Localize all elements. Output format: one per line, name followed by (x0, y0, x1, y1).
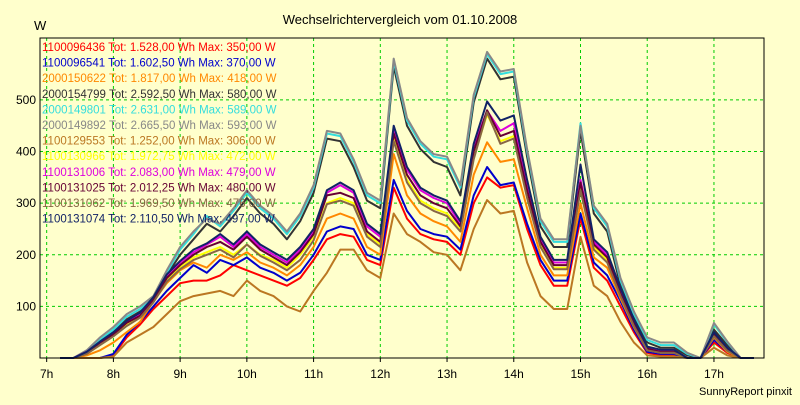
legend-entry-1100131074: 1100131074 Tot: 2.110,50 Wh Max: 497,00 … (42, 214, 275, 226)
legend: 1100096436 Tot: 1.528,00 Wh Max: 350,00 … (42, 42, 277, 226)
legend-entry-1100096436: 1100096436 Tot: 1.528,00 Wh Max: 350,00 … (42, 42, 276, 54)
series-line-2000149892 (60, 50, 754, 359)
x-tick-label: 16h (637, 367, 657, 381)
x-tick-label: 17h (704, 367, 724, 381)
x-tick-label: 7h (40, 367, 53, 381)
y-tick-label: 100 (16, 299, 36, 313)
y-tick-label: 400 (16, 145, 36, 159)
legend-entry-1100131006: 1100131006 Tot: 2.083,00 Wh Max: 479,00 … (42, 167, 276, 179)
series-line-1100131074 (60, 100, 754, 359)
series-line-2000154799 (60, 57, 754, 359)
series-line-1100129553 (60, 199, 754, 359)
y-tick-label: 300 (16, 196, 36, 210)
x-tick-label: 8h (107, 367, 120, 381)
x-tick-label: 10h (237, 367, 257, 381)
x-tick-label: 14h (504, 367, 524, 381)
legend-entry-2000149892: 2000149892 Tot: 2.665,50 Wh Max: 593,00 … (42, 120, 277, 132)
y-axis-label: W (34, 18, 47, 33)
legend-entry-2000150622: 2000150622 Tot: 1.817,00 Wh Max: 418,00 … (42, 73, 277, 85)
series-line-2000149801 (60, 53, 754, 359)
legend-entry-1100131025: 1100131025 Tot: 2.012,25 Wh Max: 480,00 … (42, 182, 276, 194)
legend-entry-1100096541: 1100096541 Tot: 1.602,50 Wh Max: 370,00 … (42, 58, 276, 70)
legend-entry-1100130966: 1100130966 Tot: 1.972,75 Wh Max: 472,00 … (42, 151, 276, 163)
legend-entry-2000154799: 2000154799 Tot: 2.592,50 Wh Max: 580,00 … (42, 89, 277, 101)
y-tick-label: 500 (16, 93, 36, 107)
chart-footer: SunnyReport pinxit (699, 386, 792, 398)
series-line-1100096541 (60, 166, 754, 359)
x-tick-label: 13h (437, 367, 457, 381)
legend-entry-1100131062: 1100131062 Tot: 1.969,50 Wh Max: 476,00 … (42, 198, 276, 210)
plot-area: 100 200 300 400 500 7h 8h 9h 10h 11h 12h 13h 14h 15h 1… (16, 37, 765, 381)
legend-entry-1100129553: 1100129553 Tot: 1.252,00 Wh Max: 306,00 … (42, 136, 276, 148)
plot-frame (39, 37, 765, 359)
x-tick-label: 12h (370, 367, 390, 381)
x-tick-label: 15h (570, 367, 590, 381)
chart-title: Wechselrichtervergleich vom 01.10.2008 (283, 12, 518, 27)
legend-entry-2000149801: 2000149801 Tot: 2.631,00 Wh Max: 589,00 … (42, 104, 277, 116)
x-tick-label: 9h (173, 367, 186, 381)
x-tick-label: 11h (304, 367, 323, 381)
series-line-1100131025 (60, 109, 754, 359)
series-line-1100131062 (60, 111, 754, 359)
series-line-1100096436 (60, 176, 754, 359)
y-tick-label: 200 (16, 248, 36, 262)
